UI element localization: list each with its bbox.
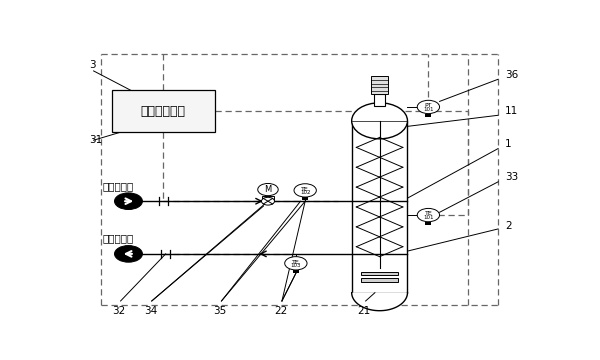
Text: TE: TE — [301, 187, 309, 192]
Bar — [112, 90, 215, 132]
Circle shape — [115, 246, 142, 262]
Circle shape — [417, 208, 440, 222]
Text: 35: 35 — [214, 306, 227, 316]
Circle shape — [294, 184, 316, 197]
Bar — [425, 222, 431, 225]
Circle shape — [262, 197, 274, 205]
Circle shape — [285, 257, 307, 270]
Text: PT: PT — [425, 103, 432, 108]
Text: 22: 22 — [274, 306, 287, 316]
Text: 103: 103 — [290, 263, 301, 268]
Text: 21: 21 — [358, 306, 371, 316]
Text: 101: 101 — [423, 107, 434, 112]
Bar — [374, 94, 385, 105]
Circle shape — [115, 193, 142, 210]
Text: 36: 36 — [505, 70, 518, 80]
Bar — [371, 76, 388, 94]
Text: TE: TE — [425, 211, 432, 216]
Text: 32: 32 — [113, 306, 126, 316]
Text: 101: 101 — [423, 215, 434, 220]
Ellipse shape — [352, 103, 407, 139]
Bar — [425, 114, 431, 117]
Bar — [262, 196, 274, 199]
Bar — [352, 121, 407, 293]
Circle shape — [258, 184, 278, 195]
Text: TE: TE — [292, 260, 300, 265]
Text: 34: 34 — [144, 306, 157, 316]
Bar — [293, 270, 299, 273]
Text: 33: 33 — [505, 172, 518, 183]
Text: 冷却水回水: 冷却水回水 — [103, 234, 134, 244]
Text: 冷却水上水: 冷却水上水 — [103, 181, 134, 191]
Bar — [361, 271, 398, 275]
Text: 中心处理模块: 中心处理模块 — [141, 105, 186, 118]
Text: 31: 31 — [89, 135, 102, 145]
Circle shape — [417, 100, 440, 114]
Text: 102: 102 — [300, 190, 310, 195]
Text: M: M — [265, 185, 272, 194]
Text: 3: 3 — [89, 60, 95, 70]
Text: 11: 11 — [505, 106, 518, 116]
Text: 1: 1 — [505, 139, 512, 149]
Bar — [302, 197, 308, 200]
Text: 2: 2 — [505, 221, 512, 231]
Bar — [361, 278, 398, 282]
